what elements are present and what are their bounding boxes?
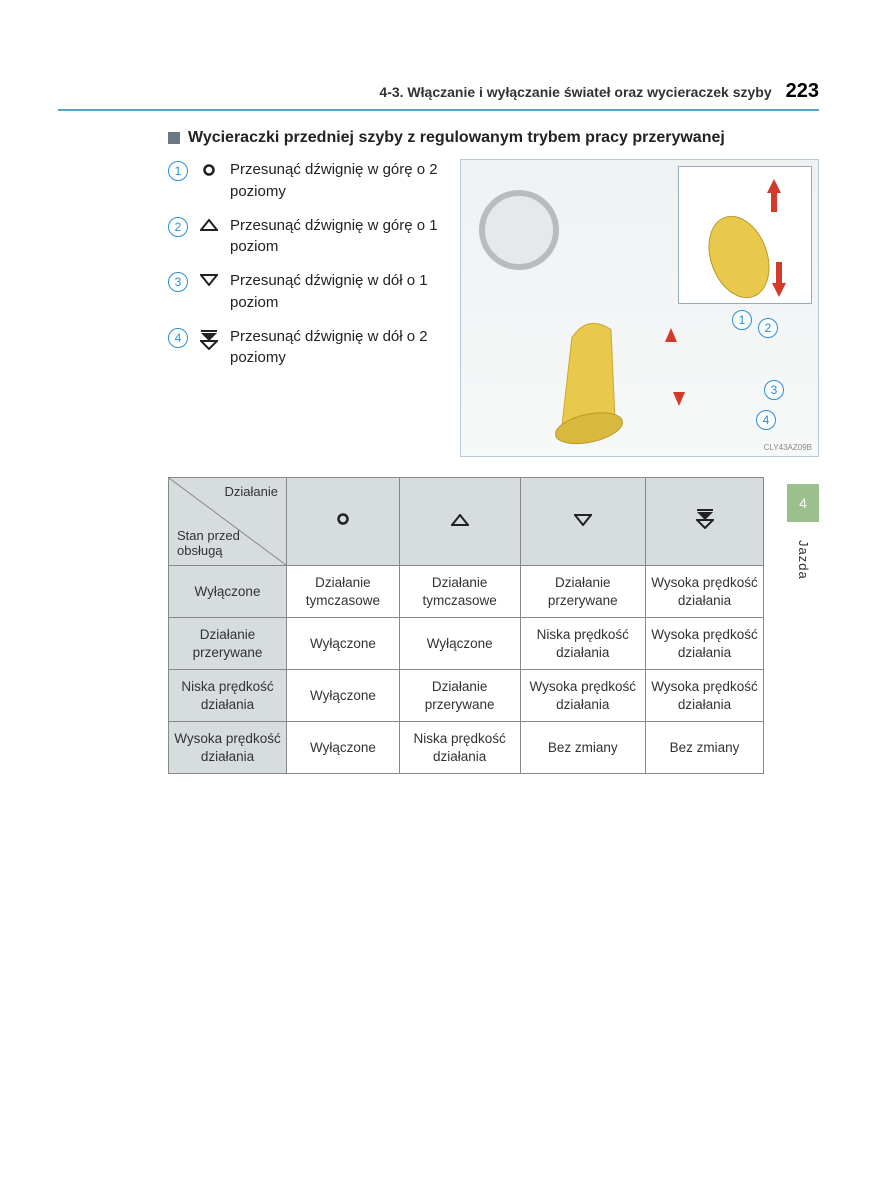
table-cell: Niska prędkość działania xyxy=(399,722,520,774)
instruction-text: Przesunąć dźwignię w dół o 2 poziomy xyxy=(230,326,448,370)
col-header-2 xyxy=(399,478,520,566)
table-cell: Wysoka prędkość działania xyxy=(520,670,645,722)
table-cell: Niska prędkość działania xyxy=(520,618,645,670)
illustration-code: CLY43AZ09B xyxy=(764,443,812,452)
corner-top-label: Działanie xyxy=(225,484,278,501)
table-cell: Wyłączone xyxy=(287,722,400,774)
callout-2: 2 xyxy=(758,318,778,338)
step-number-3: 3 xyxy=(168,272,188,292)
triangle-down-icon xyxy=(198,274,220,286)
table-row: Działanie przerywane Wyłączone Wyłączone… xyxy=(169,618,764,670)
table-cell: Wyłączone xyxy=(287,618,400,670)
corner-bottom-label: Stan przed obsługą xyxy=(177,528,286,559)
illustration-inset xyxy=(678,166,812,304)
row-header: Działanie przerywane xyxy=(169,618,287,670)
step-number-1: 1 xyxy=(168,161,188,181)
table-cell: Bez zmiany xyxy=(646,722,764,774)
instruction-text: Przesunąć dźwignię w dół o 1 poziom xyxy=(230,270,448,314)
table-cell: Działanie tymczasowe xyxy=(399,566,520,618)
wiper-stalk-icon xyxy=(521,310,701,440)
table-cell: Działanie tymczasowe xyxy=(287,566,400,618)
callout-1: 1 xyxy=(732,310,752,330)
square-bullet-icon xyxy=(168,132,180,144)
illustration: 1 2 3 4 CLY43AZ09B xyxy=(460,159,819,457)
instruction-item: 4 Przesunąć dźwignię w dół o 2 poziomy xyxy=(168,326,448,370)
page-number: 223 xyxy=(786,80,819,103)
col-header-3 xyxy=(520,478,645,566)
table-cell: Wyłączone xyxy=(287,670,400,722)
table-row: Wysoka prędkość działania Wyłączone Nisk… xyxy=(169,722,764,774)
instruction-item: 3 Przesunąć dźwignię w dół o 1 poziom xyxy=(168,270,448,314)
triangle-up-icon xyxy=(198,219,220,231)
table-cell: Działanie przerywane xyxy=(399,670,520,722)
subheading: Wycieraczki przedniej szyby z regulowany… xyxy=(168,129,819,147)
row-header: Niska prędkość działania xyxy=(169,670,287,722)
instruction-text: Przesunąć dźwignię w górę o 2 poziomy xyxy=(230,159,448,203)
table-cell: Wysoka prędkość działania xyxy=(646,566,764,618)
col-header-1 xyxy=(287,478,400,566)
instruction-item: 1 Przesunąć dźwignię w górę o 2 poziomy xyxy=(168,159,448,203)
table-cell: Wyłączone xyxy=(399,618,520,670)
subheading-text: Wycieraczki przedniej szyby z regulowany… xyxy=(188,129,725,147)
table-row: Niska prędkość działania Wyłączone Dział… xyxy=(169,670,764,722)
step-number-2: 2 xyxy=(168,217,188,237)
col-header-4 xyxy=(646,478,764,566)
table-cell: Bez zmiany xyxy=(520,722,645,774)
table-cell: Wysoka prędkość działania xyxy=(646,670,764,722)
step-number-4: 4 xyxy=(168,328,188,348)
circle-icon xyxy=(198,163,220,177)
callout-3: 3 xyxy=(764,380,784,400)
chapter-label: Jazda xyxy=(796,540,811,580)
chapter-tab: 4 xyxy=(787,484,819,522)
page-header: 4-3. Włączanie i wyłączanie świateł oraz… xyxy=(58,80,819,111)
steering-wheel-icon xyxy=(479,190,559,270)
double-triangle-down-icon xyxy=(198,330,220,350)
instruction-list: 1 Przesunąć dźwignię w górę o 2 poziomy … xyxy=(168,159,448,381)
table-row: Wyłączone Działanie tymczasowe Działanie… xyxy=(169,566,764,618)
table-corner: Działanie Stan przed obsługą xyxy=(169,478,287,566)
row-header: Wyłączone xyxy=(169,566,287,618)
callout-4: 4 xyxy=(756,410,776,430)
instruction-text: Przesunąć dźwignię w górę o 1 poziom xyxy=(230,215,448,259)
wiper-table: Działanie Stan przed obsługą xyxy=(168,477,764,774)
instruction-item: 2 Przesunąć dźwignię w górę o 1 poziom xyxy=(168,215,448,259)
section-title: 4-3. Włączanie i wyłączanie świateł oraz… xyxy=(379,84,771,100)
table-cell: Działanie przerywane xyxy=(520,566,645,618)
table-cell: Wysoka prędkość działania xyxy=(646,618,764,670)
row-header: Wysoka prędkość działania xyxy=(169,722,287,774)
